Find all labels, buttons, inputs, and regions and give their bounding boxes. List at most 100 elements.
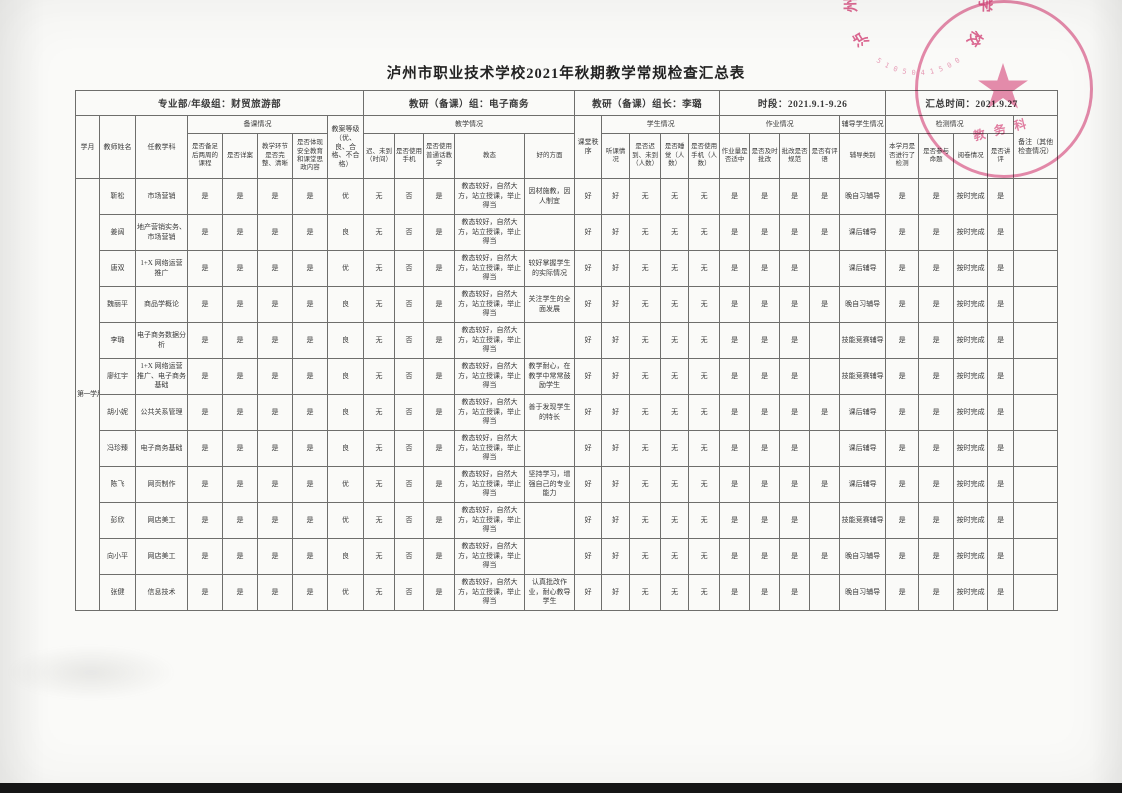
table-cell: 无 [629, 178, 662, 215]
cell-subject: 市场营销 [135, 178, 188, 215]
table-cell [809, 358, 841, 395]
col-tutor-type: 辅导类别 [839, 133, 887, 179]
table-cell: 是 [749, 502, 781, 539]
table-cell: 是 [809, 466, 841, 503]
table-meta-row: 专业部/年级组：财贸旅游部 教研（备课）组：电子商务 教研（备课）组长：李璐 时… [74, 90, 1059, 116]
table-cell: 是 [987, 538, 1015, 575]
table-row: 冯珍臻 电子商务基础是是是是良无否是教态较好，自然大方，站立授课，举止得当好好无无… [76, 430, 1059, 467]
table-cell: 是 [987, 322, 1015, 359]
table-cell: 无 [629, 574, 662, 611]
table-cell: 是 [749, 394, 781, 431]
table-cell: 无 [688, 394, 721, 431]
table-cell: 晚自习辅导 [839, 574, 887, 611]
col-hw-2: 是否及时批改 [749, 133, 781, 179]
table-cell: 无 [688, 250, 721, 287]
table-cell: 按时完成 [953, 358, 989, 395]
table-cell [809, 574, 841, 611]
table-cell: 良 [326, 214, 365, 251]
table-cell: 是 [779, 466, 811, 503]
table-cell: 是 [885, 502, 920, 539]
table-cell: 是 [918, 502, 955, 539]
table-cell: 是 [187, 502, 223, 539]
table-cell: 好 [574, 538, 603, 575]
table-cell: 教态较好，自然大方，站立授课，举止得当 [454, 358, 526, 395]
table-cell: 是 [749, 538, 781, 575]
cell-teacher-name: 廖红宇 [99, 358, 136, 395]
table-cell [809, 322, 841, 359]
table-cell: 无 [363, 178, 396, 215]
group-homework: 作业情况 [719, 115, 841, 134]
table-row: 唐双 1+X 网络运营推广是是是是优无否是教态较好，自然大方，站立授课，举止得当较… [76, 250, 1059, 287]
table-cell: 是 [222, 574, 258, 611]
table-cell: 是 [187, 430, 223, 467]
table-cell: 是 [779, 178, 811, 215]
table-cell: 教态较好，自然大方，站立授课，举止得当 [454, 178, 526, 215]
table-cell: 无 [363, 466, 396, 503]
table-row: 魏丽平 商品学概论是是是是良无否是教态较好，自然大方，站立授课，举止得当 关注学生的… [76, 286, 1059, 323]
table-cell: 教态较好，自然大方，站立授课，举止得当 [454, 286, 526, 323]
table-cell: 无 [629, 538, 662, 575]
table-cell [1013, 430, 1059, 467]
table-cell: 是 [222, 358, 258, 395]
col-teacher: 教师姓名 [99, 115, 136, 179]
table-row: 胡小妮 公共关系管理是是是是良无否是教态较好，自然大方，站立授课，举止得当 善于发现… [76, 394, 1059, 431]
table-cell: 是 [719, 178, 751, 215]
col-teach-2: 是否使用手机 [394, 133, 425, 179]
table-cell: 课后辅导 [839, 430, 887, 467]
table-cell: 是 [719, 358, 751, 395]
table-cell: 晚自习辅导 [839, 538, 887, 575]
table-cell: 无 [660, 358, 690, 395]
table-cell: 否 [394, 394, 425, 431]
table-cell: 是 [257, 322, 293, 359]
table-cell: 是 [885, 394, 920, 431]
table-cell: 无 [660, 502, 690, 539]
table-cell: 无 [688, 502, 721, 539]
table-cell: 按时完成 [953, 430, 989, 467]
table-cell: 好 [601, 502, 631, 539]
table-cell: 是 [987, 250, 1015, 287]
col-hw-1: 作业量是否适中 [719, 133, 751, 179]
table-cell: 技能竞赛辅导 [839, 322, 887, 359]
table-cell: 是 [987, 466, 1015, 503]
table-cell: 是 [423, 214, 456, 251]
table-cell: 优 [326, 250, 365, 287]
table-cell: 无 [629, 250, 662, 287]
table-cell: 教态较好，自然大方，站立授课，举止得当 [454, 250, 526, 287]
table-cell: 因材施教，因人制宜 [524, 178, 576, 215]
table-cell: 是 [292, 430, 328, 467]
table-cell: 课后辅导 [839, 466, 887, 503]
table-cell: 课后辅导 [839, 394, 887, 431]
table-cell: 是 [423, 286, 456, 323]
table-cell: 是 [809, 178, 841, 215]
table-cell: 无 [660, 466, 690, 503]
table-cell: 是 [918, 214, 955, 251]
table-cell: 否 [394, 358, 425, 395]
table-cell: 是 [257, 502, 293, 539]
group-teaching: 教学情况 [363, 115, 576, 134]
cell-subject: 电子商务基础 [135, 430, 188, 467]
cell-subject: 1+X 网络运营推广、电子商务基础 [135, 358, 188, 395]
table-cell: 无 [363, 502, 396, 539]
table-cell: 否 [394, 178, 425, 215]
table-cell [1013, 466, 1059, 503]
table-cell: 否 [394, 286, 425, 323]
table-cell: 无 [660, 178, 690, 215]
table-cell: 好 [601, 358, 631, 395]
table-cell: 是 [918, 430, 955, 467]
table-cell: 是 [719, 538, 751, 575]
cell-study-month: 第一学月 [75, 178, 100, 611]
table-cell [809, 250, 841, 287]
table-cell: 是 [749, 574, 781, 611]
col-stu-1: 听课情况 [601, 133, 631, 179]
table-cell: 是 [257, 214, 293, 251]
table-cell: 是 [987, 430, 1015, 467]
table-cell: 是 [749, 466, 781, 503]
table-cell: 是 [885, 430, 920, 467]
table-cell: 优 [326, 502, 365, 539]
table-row: 向小平 网店美工是是是是良无否是教态较好，自然大方，站立授课，举止得当好好无无无是… [76, 538, 1059, 575]
table-row: 廖红宇 1+X 网络运营推广、电子商务基础是是是是良无否是教态较好，自然大方，站立… [76, 358, 1059, 395]
table-cell: 是 [257, 286, 293, 323]
table-cell: 好 [574, 214, 603, 251]
table-cell: 是 [222, 286, 258, 323]
table-cell: 良 [326, 322, 365, 359]
